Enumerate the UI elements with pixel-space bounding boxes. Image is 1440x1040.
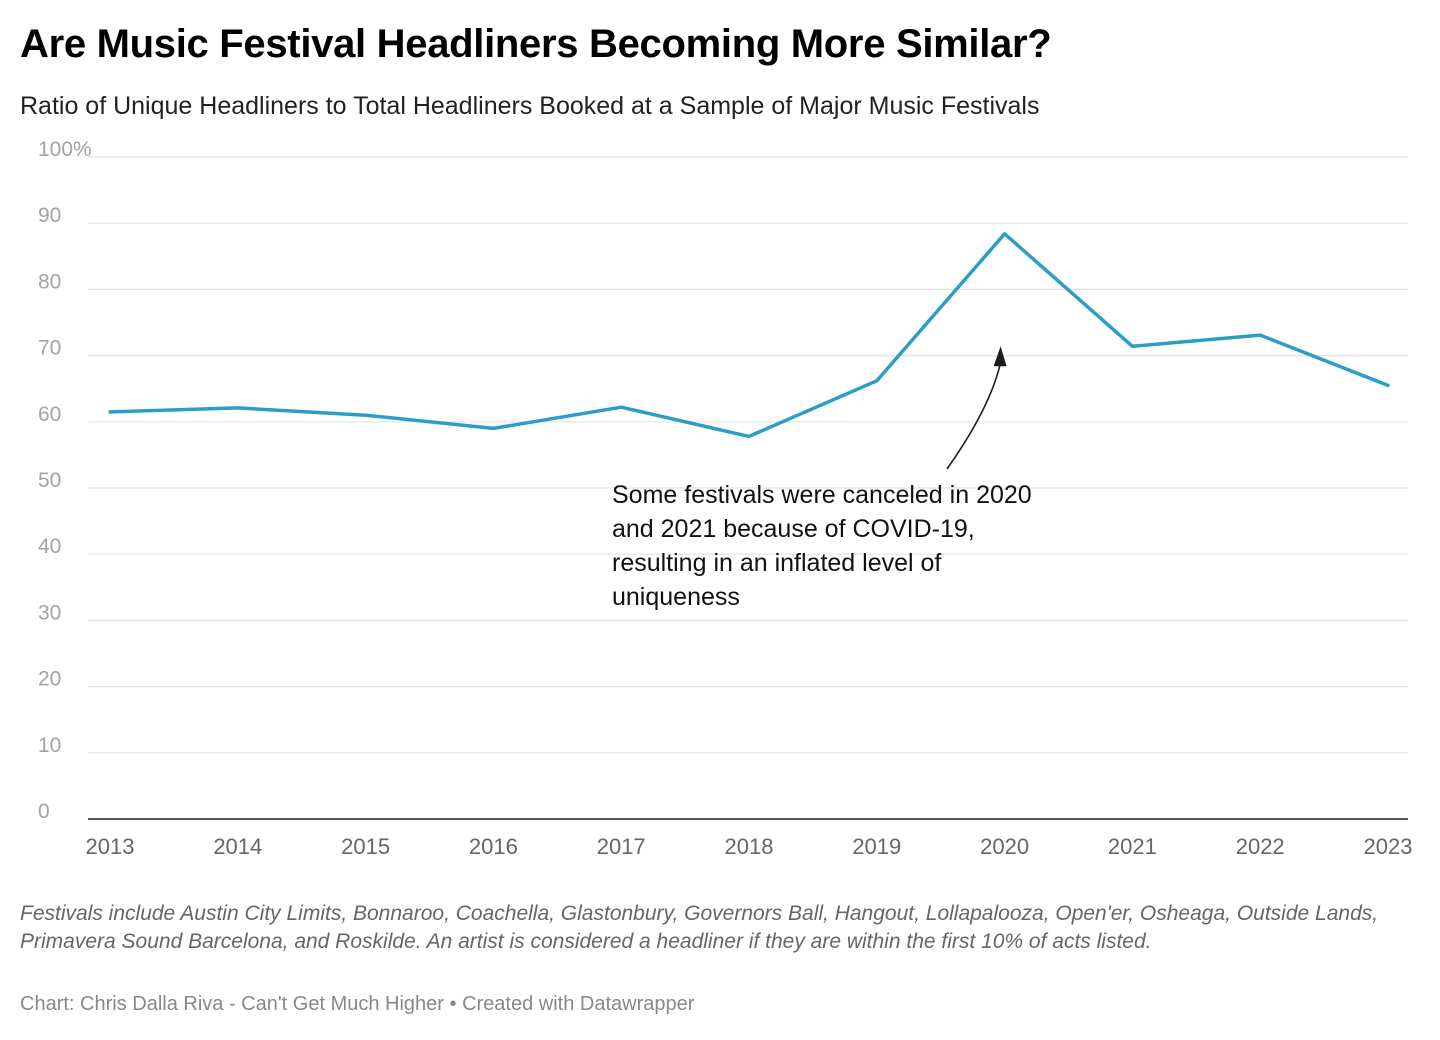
series-line <box>108 232 1390 439</box>
y-tick-label: 40 <box>38 535 61 558</box>
x-tick-label: 2018 <box>725 834 774 859</box>
chart-credit: Chart: Chris Dalla Riva - Can't Get Much… <box>20 993 695 1015</box>
x-tick-label: 2022 <box>1236 834 1285 859</box>
y-axis-ticks: 0 10 20 30 40 50 60 70 80 90 100% <box>38 138 92 823</box>
x-tick-label: 2021 <box>1108 834 1157 859</box>
x-tick-label: 2016 <box>469 834 518 859</box>
chart-subtitle: Ratio of Unique Headliners to Total Head… <box>20 92 1040 120</box>
annotation-text: Some festivals were canceled in 2020 and… <box>612 481 1032 611</box>
y-tick-label: 70 <box>38 337 61 360</box>
y-tick-label: 50 <box>38 469 61 492</box>
y-tick-label: 90 <box>38 204 61 227</box>
annotation-arrow <box>946 346 1007 470</box>
y-tick-label: 80 <box>38 270 61 293</box>
x-tick-label: 2019 <box>852 834 901 859</box>
x-tick-label: 2015 <box>341 834 390 859</box>
x-tick-label: 2013 <box>86 834 135 859</box>
chart-title: Are Music Festival Headliners Becoming M… <box>20 22 1052 66</box>
y-tick-label: 20 <box>38 668 61 691</box>
y-tick-label: 60 <box>38 403 61 426</box>
gridlines <box>88 156 1408 754</box>
chart-notes: Festivals include Austin City Limits, Bo… <box>20 902 1379 953</box>
series-lines <box>108 232 1390 439</box>
x-tick-label: 2023 <box>1364 834 1413 859</box>
annotation-arrow-line <box>946 362 1002 470</box>
x-tick-label: 2014 <box>213 834 262 859</box>
x-tick-label: 2017 <box>597 834 646 859</box>
y-tick-label: 10 <box>38 734 61 757</box>
y-tick-label: 0 <box>38 800 50 823</box>
line-chart: 0 10 20 30 40 50 60 70 80 90 100% 2013 2014 2015 2016… <box>38 138 1413 859</box>
annotation-arrow-head <box>993 346 1007 367</box>
x-tick-label: 2020 <box>980 834 1029 859</box>
x-axis-ticks: 2013 2014 2015 2016 2017 2018 2019 2020 2021 2022… <box>86 834 1413 859</box>
y-tick-label: 100% <box>38 138 92 161</box>
y-tick-label: 30 <box>38 601 61 624</box>
